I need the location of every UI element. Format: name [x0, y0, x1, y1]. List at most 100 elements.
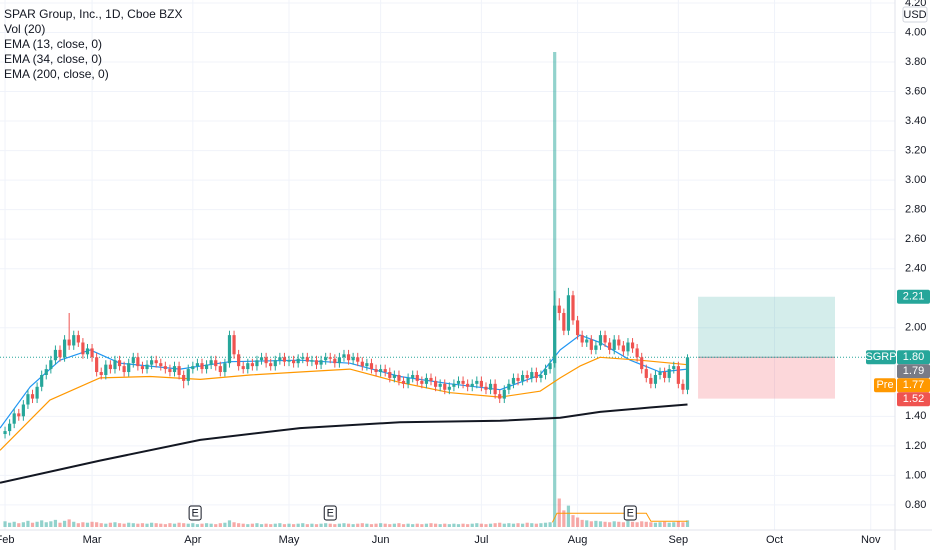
y-tick-label: 1.40: [905, 410, 926, 422]
volume-bar: [67, 519, 71, 527]
candle-body: [104, 364, 108, 375]
candle-body: [676, 366, 680, 384]
candle-body: [159, 363, 163, 367]
candle-body: [53, 349, 58, 361]
y-tick-label: 1.20: [905, 440, 926, 452]
candle-body: [498, 394, 502, 399]
volume-bar: [498, 522, 502, 527]
volume-bar: [685, 520, 690, 527]
x-tick-label: Jun: [372, 534, 390, 546]
volume-bar: [672, 522, 676, 527]
candle-body: [374, 369, 378, 373]
y-tick-label: 2.40: [905, 263, 926, 275]
candle-body: [310, 360, 314, 362]
candle-body: [40, 374, 44, 387]
volume-bar: [502, 523, 506, 527]
volume-bar: [594, 520, 598, 527]
y-tick-label: 3.20: [905, 144, 926, 156]
volume-bar: [406, 523, 410, 527]
candle-body: [301, 357, 305, 359]
volume-bar: [488, 523, 493, 527]
candle-body: [640, 357, 644, 370]
volume-bar: [287, 523, 291, 527]
volume-bar: [49, 521, 53, 527]
candle-body: [649, 377, 653, 384]
candle-body: [186, 369, 190, 381]
volume-bar: [433, 523, 438, 527]
candle-body: [461, 380, 465, 384]
y-tick-label: 4.00: [905, 26, 926, 38]
volume-bar: [3, 521, 7, 527]
candle-body: [562, 312, 566, 331]
volume-bar: [374, 523, 378, 527]
candle-body: [3, 431, 7, 435]
volume-bar: [401, 524, 406, 527]
volume-bar: [621, 522, 625, 527]
volume-bar: [653, 522, 658, 527]
candle-body: [603, 335, 607, 343]
candle-body: [379, 369, 383, 373]
candle-body: [145, 364, 149, 370]
candle-body: [140, 366, 145, 370]
candle-body: [420, 380, 424, 384]
volume-bar: [365, 523, 369, 527]
volume-bar: [223, 522, 227, 527]
volume-bar: [383, 523, 387, 527]
candle-body: [617, 339, 621, 346]
volume-bar: [241, 523, 245, 527]
volume-bar: [530, 523, 534, 527]
volume-bar: [21, 522, 25, 527]
volume-bar: [516, 523, 520, 527]
volume-bar: [598, 521, 603, 527]
volume-bar: [26, 520, 30, 527]
price-badge-name: [866, 350, 896, 365]
candle-body: [209, 360, 213, 365]
volume-bar: [635, 522, 639, 527]
volume-bar: [411, 524, 415, 527]
candle-body: [406, 377, 410, 384]
candle-body: [191, 366, 195, 370]
volume-bar: [195, 524, 200, 527]
volume-ma-line: [551, 512, 688, 523]
volume-bar: [548, 522, 552, 527]
volume-bar: [40, 520, 44, 527]
candle-body: [456, 380, 461, 384]
candle-body: [360, 361, 364, 367]
volume-bar: [232, 522, 236, 527]
volume-bar: [145, 523, 149, 527]
volume-bar: [200, 523, 204, 527]
candle-body: [287, 360, 291, 362]
candle-body: [566, 295, 571, 331]
candle-body: [58, 349, 62, 358]
volume-bar: [333, 524, 337, 527]
volume-bar: [30, 522, 35, 527]
candle-body: [195, 363, 200, 367]
volume-bar: [681, 522, 685, 527]
x-tick-label: Feb: [0, 534, 15, 546]
candle-body: [667, 369, 671, 378]
volume-bar: [356, 523, 360, 527]
y-tick-label: 2.00: [905, 322, 926, 334]
volume-bar: [127, 522, 131, 527]
candle-body: [72, 335, 76, 346]
candle-body: [21, 404, 25, 417]
volume-bar: [397, 523, 401, 527]
candle-body: [127, 363, 131, 373]
volume-bar: [580, 519, 584, 527]
volume-bar: [204, 523, 209, 527]
candle-body: [484, 386, 488, 390]
candle-body: [553, 305, 557, 364]
earnings-marker: [323, 505, 337, 521]
volume-bar: [259, 524, 264, 527]
candle-body: [259, 357, 264, 361]
volume-bar: [85, 522, 90, 527]
volume-bar: [511, 523, 516, 527]
candle-body: [429, 377, 433, 381]
candle-body: [131, 357, 135, 364]
x-tick-label: May: [279, 534, 300, 546]
price-badge: [897, 350, 930, 365]
candle-body: [621, 345, 625, 352]
earnings-label: E: [627, 507, 634, 519]
earnings-label: E: [191, 507, 198, 519]
volume-bar: [525, 522, 529, 527]
